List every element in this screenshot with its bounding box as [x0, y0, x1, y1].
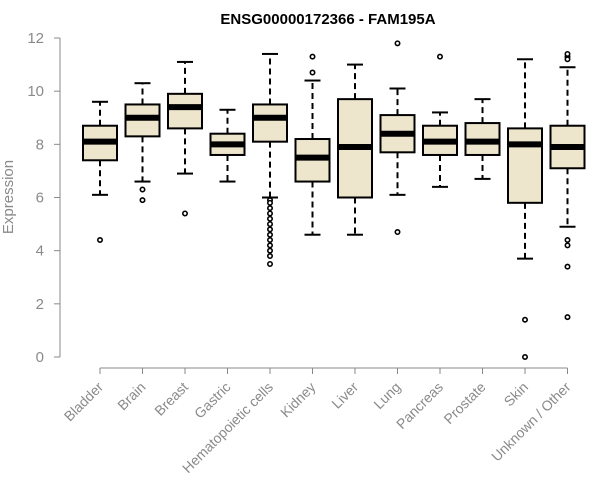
outlier-point: [564, 263, 571, 270]
outlier-point: [266, 215, 273, 222]
outlier-point: [394, 229, 401, 236]
y-tick-label: 0: [36, 349, 44, 366]
outlier-point: [521, 316, 528, 323]
outlier-point: [309, 69, 316, 76]
boxes-layer: [82, 40, 586, 360]
outlier-point: [266, 260, 273, 267]
box-group: [252, 52, 288, 267]
outlier-point: [182, 210, 189, 217]
y-tick-label: 10: [27, 83, 44, 100]
box-group: [549, 50, 586, 321]
y-tick-label: 12: [27, 30, 44, 47]
chart-title: ENSG00000172366 - FAM195A: [220, 11, 435, 28]
outlier-point: [139, 197, 146, 204]
box-group: [82, 100, 118, 244]
outlier-point: [266, 231, 273, 238]
box-group: [464, 98, 501, 180]
box-group: [294, 53, 331, 236]
box-group: [209, 108, 246, 183]
x-tick-label: Kidney: [277, 379, 319, 421]
x-tick-label: Lung: [370, 379, 403, 412]
outlier-point: [521, 353, 528, 360]
x-tick-label: Prostate: [440, 379, 488, 427]
box-iqr: [167, 92, 203, 130]
box-group: [422, 53, 458, 188]
outlier-point: [266, 252, 273, 259]
outlier-point: [97, 237, 104, 244]
y-axis-label: Expression: [0, 160, 17, 234]
box-iqr: [252, 103, 288, 143]
box-group: [379, 40, 416, 236]
box-iqr: [507, 127, 543, 204]
y-tick-label: 6: [36, 190, 44, 207]
outlier-point: [564, 237, 571, 244]
box-group: [507, 58, 543, 360]
box-group: [167, 60, 203, 217]
y-tick-label: 2: [36, 296, 44, 313]
x-tick-label: Pancreas: [393, 379, 446, 432]
outlier-point: [266, 247, 273, 254]
outlier-point: [394, 40, 401, 47]
outlier-point: [564, 56, 571, 63]
outlier-point: [309, 53, 316, 60]
outlier-point: [564, 50, 571, 57]
box-group: [337, 63, 373, 236]
y-axis: 0 2 4 6 8 10 12: [27, 30, 61, 366]
outlier-point: [436, 53, 443, 60]
outlier-point: [139, 186, 146, 193]
outlier-point: [564, 314, 571, 321]
outlier-point: [266, 226, 273, 233]
outlier-point: [564, 242, 571, 249]
y-tick-label: 4: [36, 243, 44, 260]
y-tick-label: 8: [36, 136, 44, 153]
outlier-point: [266, 199, 273, 206]
x-tick-label: Unknown / Other: [488, 379, 574, 465]
x-tick-label: Brain: [114, 379, 148, 413]
outlier-point: [266, 242, 273, 249]
x-tick-label: Breast: [151, 379, 191, 419]
outlier-point: [266, 210, 273, 217]
x-tick-label: Liver: [328, 379, 361, 412]
box-group: [124, 82, 161, 204]
x-tick-label: Bladder: [61, 379, 107, 425]
outlier-point: [266, 221, 273, 228]
outlier-point: [266, 237, 273, 244]
x-tick-label: Skin: [501, 379, 532, 410]
outlier-point: [266, 205, 273, 212]
